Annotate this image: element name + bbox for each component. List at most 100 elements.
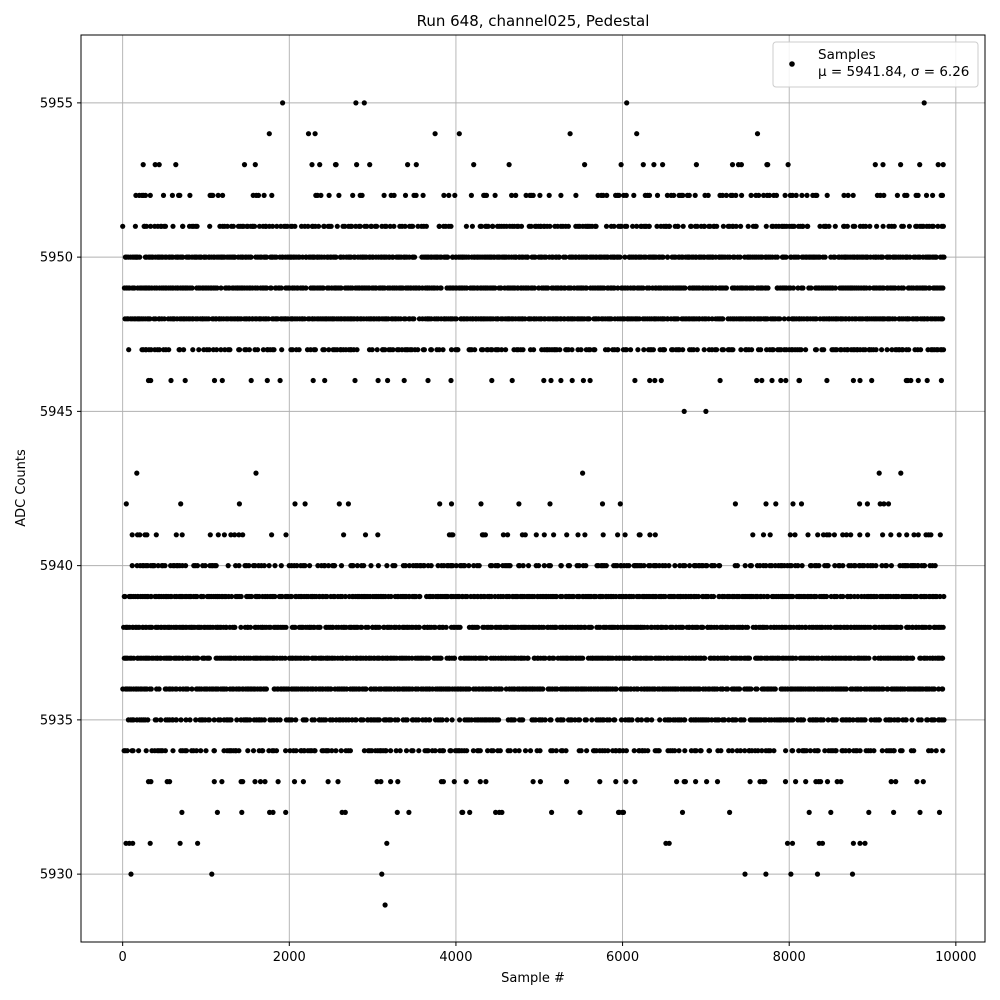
data-point — [682, 748, 688, 754]
data-point — [714, 223, 720, 229]
data-point — [773, 192, 780, 198]
data-point — [718, 748, 724, 754]
data-point — [694, 347, 700, 353]
data-point — [634, 131, 640, 137]
data-point — [576, 563, 582, 569]
data-point — [649, 717, 655, 723]
data-point — [764, 624, 770, 630]
data-point — [264, 285, 270, 291]
data-point — [767, 748, 773, 754]
data-point — [252, 563, 258, 569]
data-point — [880, 686, 886, 692]
data-point — [477, 779, 483, 785]
data-point — [930, 192, 936, 198]
data-point — [361, 563, 367, 569]
data-point — [559, 593, 565, 600]
data-point — [563, 748, 569, 754]
data-point — [824, 593, 830, 600]
data-point — [179, 532, 185, 538]
data-point — [305, 223, 311, 229]
data-point — [584, 748, 590, 754]
data-point — [756, 192, 762, 198]
data-point — [825, 717, 831, 723]
data-point — [702, 655, 708, 661]
data-point — [900, 347, 906, 353]
data-point — [914, 593, 920, 600]
data-point — [261, 717, 267, 723]
data-point — [541, 377, 547, 384]
data-point — [787, 532, 793, 538]
data-point — [820, 717, 826, 723]
data-point — [169, 192, 175, 198]
data-point — [440, 347, 446, 353]
data-point — [368, 563, 374, 569]
data-point — [550, 748, 556, 754]
data-point — [541, 532, 547, 538]
data-point — [130, 840, 136, 846]
data-point — [211, 779, 217, 785]
data-point — [224, 223, 230, 229]
data-point — [287, 748, 293, 754]
data-point — [279, 347, 285, 353]
data-point — [630, 223, 636, 229]
data-point — [765, 285, 771, 291]
data-point — [187, 717, 193, 723]
data-point — [813, 593, 819, 600]
data-point — [170, 223, 176, 229]
data-point — [402, 563, 408, 569]
data-point — [632, 377, 638, 384]
data-point — [143, 223, 150, 229]
data-point — [580, 470, 586, 476]
data-point — [272, 563, 278, 569]
data-point — [738, 223, 744, 229]
data-point — [662, 563, 668, 569]
data-point — [144, 532, 150, 538]
data-point — [646, 192, 653, 198]
data-point — [549, 809, 555, 816]
data-point — [628, 347, 634, 353]
data-point — [680, 624, 686, 630]
data-point — [838, 779, 844, 785]
data-point — [283, 532, 289, 538]
data-point — [417, 593, 423, 600]
data-point — [879, 563, 885, 569]
data-point — [800, 717, 807, 723]
data-point — [807, 748, 814, 754]
data-point — [938, 377, 945, 384]
data-point — [516, 501, 522, 507]
data-point — [323, 717, 329, 723]
data-point — [262, 779, 268, 785]
data-point — [650, 347, 657, 353]
data-point — [800, 223, 806, 229]
data-point — [587, 377, 593, 384]
data-point — [618, 162, 624, 168]
data-point — [737, 254, 743, 260]
data-point — [464, 285, 470, 291]
data-point — [732, 501, 739, 507]
data-point — [903, 717, 909, 723]
data-point — [656, 748, 662, 754]
data-point — [741, 717, 747, 723]
data-point — [803, 748, 810, 754]
data-point — [361, 748, 367, 754]
data-point — [714, 347, 720, 353]
data-point — [940, 686, 946, 692]
data-point — [252, 779, 258, 785]
data-point — [462, 563, 468, 569]
data-point — [687, 563, 693, 569]
data-point — [162, 563, 168, 569]
data-point — [532, 254, 538, 260]
data-point — [245, 748, 251, 754]
data-point — [533, 717, 539, 723]
data-point — [826, 532, 832, 538]
data-point — [193, 717, 199, 723]
data-point — [876, 470, 882, 476]
data-point — [719, 192, 726, 198]
data-point — [345, 501, 351, 507]
data-point — [840, 593, 846, 600]
data-point — [634, 223, 640, 229]
data-point — [738, 162, 745, 168]
data-point — [891, 809, 897, 816]
data-point — [248, 254, 254, 260]
data-point — [194, 563, 201, 569]
